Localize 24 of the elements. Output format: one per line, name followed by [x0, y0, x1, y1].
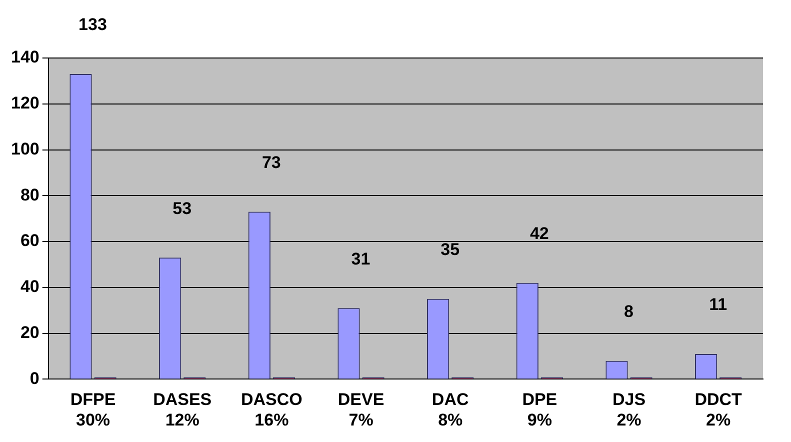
x-tick-label: DFPE 30%: [70, 390, 116, 430]
y-tick-label: 20: [20, 323, 40, 342]
data-label: 42: [530, 224, 549, 244]
y-tick-label: 140: [10, 48, 40, 67]
x-tick-label: DASCO 16%: [240, 390, 302, 430]
y-tick-label: 100: [10, 139, 40, 158]
x-tick-label: DJS 2%: [612, 390, 646, 430]
data-label: 35: [440, 240, 460, 260]
x-tick-label: DASES 12%: [153, 390, 212, 430]
x-tick-label: DDCT 2%: [694, 390, 743, 430]
y-tick-label: 40: [20, 277, 40, 296]
y-tick-label: 60: [20, 231, 40, 250]
data-label: 53: [172, 198, 192, 218]
data-label: 8: [624, 302, 634, 322]
data-label: 31: [351, 249, 370, 268]
x-tick-label: DEVE 7%: [338, 390, 384, 430]
data-label: 133: [78, 15, 107, 34]
x-tick-label: DPE 9%: [522, 390, 558, 430]
data-label: 73: [262, 152, 281, 172]
x-tick-label: DAC 8%: [432, 390, 469, 430]
y-tick-label: 0: [30, 368, 40, 388]
data-label: 11: [709, 295, 728, 314]
y-tick-label: 120: [10, 94, 40, 113]
y-tick-label: 80: [20, 185, 40, 204]
